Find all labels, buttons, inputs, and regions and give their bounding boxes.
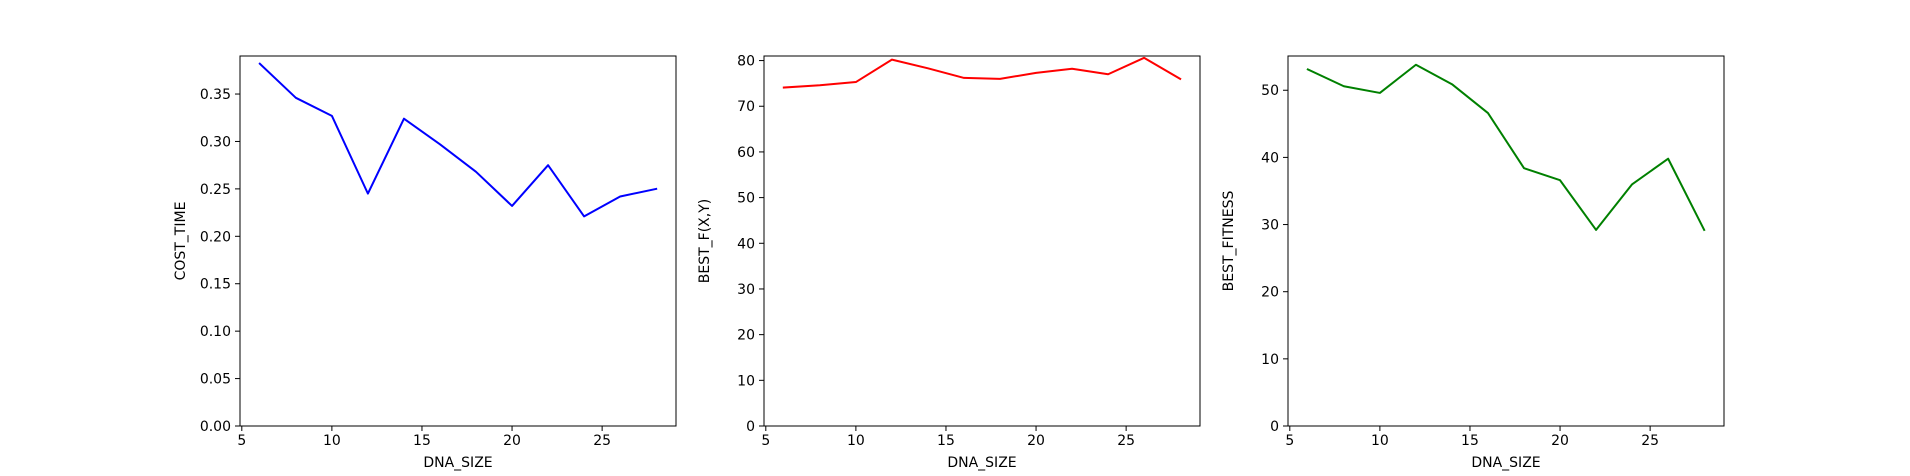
x-tick-label: 25 xyxy=(1117,433,1135,449)
y-tick-label: 0 xyxy=(746,419,755,435)
y-tick-label: 20 xyxy=(737,328,755,344)
x-tick-label: 5 xyxy=(1285,433,1294,449)
x-tick-label: 5 xyxy=(761,433,770,449)
x-tick-label: 10 xyxy=(847,433,865,449)
y-axis-label: BEST_FITNESS xyxy=(1221,191,1237,292)
y-tick-label: 30 xyxy=(737,282,755,298)
x-tick-label: 25 xyxy=(593,433,611,449)
plot-frame xyxy=(1287,55,1725,427)
x-tick-label: 25 xyxy=(1641,433,1659,449)
series-line-1 xyxy=(258,62,658,218)
y-tick-label: 20 xyxy=(1261,285,1279,301)
chart-2: 5 10 15 20 25 0 10 20 30 40 50 60 70 80 DNA_SIZE BEST_F… xyxy=(697,54,1201,471)
y-tick-label: 0.35 xyxy=(200,87,231,103)
chart-1: 5 10 15 20 25 0.00 0.05 0.10 0.15 0.20 0.25 0.30 0.3… xyxy=(173,55,677,471)
x-axis-label: DNA_SIZE xyxy=(423,455,492,471)
y-tick-label: 40 xyxy=(737,236,755,252)
y-tick-label: 60 xyxy=(737,145,755,161)
y-tick-label: 10 xyxy=(1261,352,1279,368)
x-tick-label: 15 xyxy=(1461,433,1479,449)
x-tick-label: 20 xyxy=(1027,433,1045,449)
x-axis-label: DNA_SIZE xyxy=(1471,455,1540,471)
y-tick-label: 70 xyxy=(737,99,755,115)
y-tick-label: 10 xyxy=(737,373,755,389)
x-tick-label: 10 xyxy=(1371,433,1389,449)
series-line-1 xyxy=(1306,63,1706,232)
y-tick-label: 80 xyxy=(737,54,755,70)
y-tick-label: 50 xyxy=(737,191,755,207)
y-tick-label: 0.10 xyxy=(200,324,231,340)
x-tick-label: 10 xyxy=(323,433,341,449)
x-tick-label: 20 xyxy=(503,433,521,449)
y-tick-label: 0 xyxy=(1270,419,1279,435)
x-axis-label: DNA_SIZE xyxy=(947,455,1016,471)
y-tick-label: 0.05 xyxy=(200,372,231,388)
y-tick-label: 0.25 xyxy=(200,182,231,198)
y-axis-label: BEST_F(X,Y) xyxy=(697,199,713,283)
y-tick-label: 50 xyxy=(1261,83,1279,99)
plot-frame xyxy=(763,55,1201,427)
x-tick-label: 15 xyxy=(413,433,431,449)
y-tick-label: 0.00 xyxy=(200,419,231,435)
y-tick-label: 0.30 xyxy=(200,134,231,150)
x-tick-label: 20 xyxy=(1551,433,1569,449)
y-tick-label: 40 xyxy=(1261,150,1279,166)
x-tick-label: 15 xyxy=(937,433,955,449)
y-axis-label: COST_TIME xyxy=(173,202,189,281)
plot-frame xyxy=(239,55,677,427)
y-tick-label: 30 xyxy=(1261,218,1279,234)
y-tick-label: 0.20 xyxy=(200,229,231,245)
series-line-1 xyxy=(782,56,1182,89)
x-tick-label: 5 xyxy=(237,433,246,449)
y-tick-label: 0.15 xyxy=(200,277,231,293)
chart-3: 5 10 15 20 25 0 10 20 30 40 50 DNA_SIZE BEST_FITNESS xyxy=(1221,55,1725,471)
